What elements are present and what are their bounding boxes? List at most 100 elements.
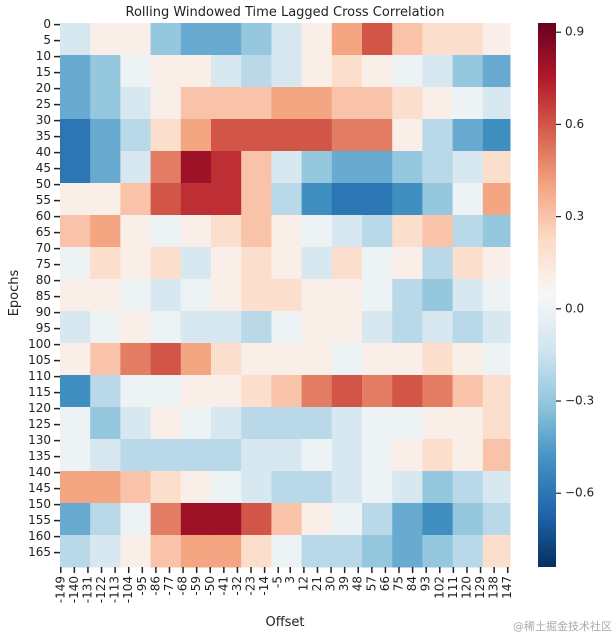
heatmap-cell	[452, 439, 484, 472]
x-tick-label: 129	[473, 576, 487, 599]
heatmap-cell	[60, 503, 91, 536]
heatmap-cell	[331, 439, 363, 472]
heatmap-cell	[362, 247, 393, 280]
heatmap-cell	[271, 343, 303, 376]
heatmap-cell	[482, 119, 511, 152]
heatmap-cell	[422, 343, 454, 376]
x-tick-label: -14	[257, 576, 271, 596]
heatmap-cell	[90, 183, 121, 216]
heatmap-cell	[150, 247, 182, 280]
heatmap-cell	[60, 343, 91, 376]
x-tick-label: -104	[121, 576, 135, 603]
heatmap-cell	[120, 151, 152, 184]
heatmap-cell	[211, 279, 242, 312]
heatmap-cell	[482, 87, 511, 120]
heatmap-cell	[150, 407, 182, 440]
x-tick-label: 39	[337, 576, 351, 591]
heatmap-cell	[301, 375, 333, 408]
heatmap-cell	[150, 375, 182, 408]
heatmap-cell	[362, 215, 393, 248]
y-tick-label: 100	[28, 337, 51, 351]
heatmap-cell	[241, 151, 272, 184]
heatmap-cell	[301, 535, 333, 568]
heatmap-cell	[362, 23, 393, 56]
heatmap-cell	[211, 343, 242, 376]
heatmap-cell	[392, 119, 423, 152]
y-tick-label: 90	[36, 305, 51, 319]
heatmap-cell	[120, 55, 152, 88]
x-tick-label: -95	[135, 576, 149, 596]
y-tick-label: 5	[43, 33, 51, 47]
x-tick-label: -140	[67, 576, 81, 603]
heatmap-cell	[60, 311, 91, 344]
heatmap-cell	[120, 343, 152, 376]
heatmap-cell	[331, 279, 363, 312]
x-tick-label: -122	[94, 576, 108, 603]
heatmap-cell	[271, 151, 303, 184]
heatmap-cell	[211, 215, 242, 248]
heatmap-cell	[211, 375, 242, 408]
heatmap-cell	[60, 215, 91, 248]
heatmap-cell	[362, 87, 393, 120]
heatmap-cell	[60, 23, 91, 56]
colorbar	[538, 23, 556, 567]
heatmap-cell	[180, 375, 212, 408]
x-tick-label: 111	[446, 576, 460, 599]
heatmap-cell	[331, 87, 363, 120]
heatmap-cell	[452, 151, 484, 184]
heatmap-cell	[241, 503, 272, 536]
heatmap-cell	[301, 87, 333, 120]
heatmap-cell	[60, 247, 91, 280]
heatmap-cell	[452, 183, 484, 216]
heatmap-cell	[331, 183, 363, 216]
heatmap-cell	[60, 407, 91, 440]
heatmap-cell	[241, 247, 272, 280]
heatmap-cell	[331, 343, 363, 376]
x-tick-label: 12	[296, 576, 310, 591]
heatmap-cell	[331, 215, 363, 248]
x-tick-label: -149	[53, 576, 67, 603]
heatmap-cell	[482, 247, 511, 280]
heatmap-cell	[301, 439, 333, 472]
heatmap-cell	[452, 215, 484, 248]
x-tick-label: 102	[432, 576, 446, 599]
heatmap-cell	[452, 311, 484, 344]
x-tick-label: 75	[392, 576, 406, 591]
heatmap-cell	[392, 535, 423, 568]
y-tick-label: 15	[36, 65, 51, 79]
heatmap-cell	[150, 215, 182, 248]
y-tick-label: 70	[36, 241, 51, 255]
heatmap-cell	[482, 183, 511, 216]
heatmap-cell	[120, 503, 152, 536]
heatmap-cell	[331, 407, 363, 440]
heatmap-cell	[392, 55, 423, 88]
heatmap-cell	[241, 343, 272, 376]
heatmap-cell	[422, 439, 454, 472]
heatmap-cell	[392, 407, 423, 440]
heatmap-cell	[60, 375, 91, 408]
watermark: @稀土掘金技术社区	[513, 619, 612, 633]
y-tick-label: 160	[28, 529, 51, 543]
heatmap-cell	[422, 503, 454, 536]
heatmap-cell	[301, 471, 333, 504]
heatmap-cell	[362, 343, 393, 376]
heatmap-cell	[271, 503, 303, 536]
y-tick-label: 60	[36, 209, 51, 223]
heatmap-cell	[271, 183, 303, 216]
heatmap-cell	[211, 439, 242, 472]
heatmap-cell	[331, 119, 363, 152]
heatmap-cell	[211, 151, 242, 184]
heatmap-cell	[271, 279, 303, 312]
heatmap-cell	[452, 343, 484, 376]
y-tick-label: 10	[36, 49, 51, 63]
heatmap-cell	[362, 407, 393, 440]
heatmap-cell	[180, 87, 212, 120]
heatmap-cell	[482, 311, 511, 344]
heatmap-cell	[180, 439, 212, 472]
heatmap-cell	[392, 247, 423, 280]
heatmap-cell	[392, 311, 423, 344]
heatmap-cell	[180, 23, 212, 56]
heatmap-cell	[180, 343, 212, 376]
heatmap-cell	[180, 503, 212, 536]
heatmap-cell	[362, 119, 393, 152]
